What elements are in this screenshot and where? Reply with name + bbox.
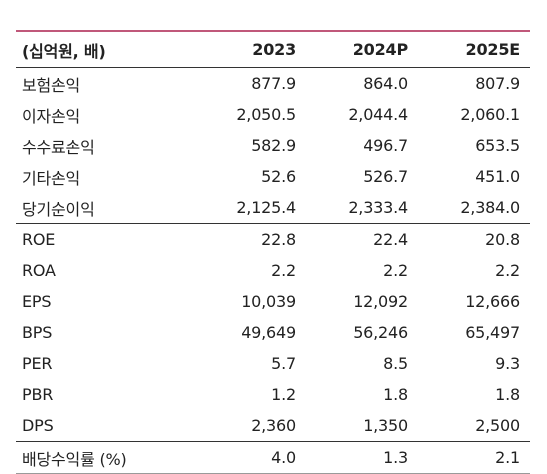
top-accent-rule (16, 30, 530, 32)
cell-value: 22.8 (194, 223, 306, 255)
row-label: 기타손익 (22, 168, 81, 188)
table-row: ROE 22.8 22.4 20.8 (16, 223, 530, 255)
cell-value: 2,500 (475, 416, 520, 435)
cell-value: 2,060.1 (460, 105, 520, 124)
cell-value: 1.3 (306, 441, 418, 473)
row-label: ROA (22, 261, 56, 280)
cell-value: 2.1 (418, 441, 530, 473)
row-label: 이자손익 (22, 106, 81, 126)
cell-value: 1,350 (363, 416, 408, 435)
header-unit-label: (십억원, 배) (16, 32, 194, 68)
cell-value: 20.8 (418, 223, 530, 255)
table-row: PER 5.7 8.5 9.3 (16, 348, 530, 379)
cell-value: 2.2 (383, 261, 408, 280)
table-row: ROA 2.2 2.2 2.2 (16, 255, 530, 286)
cell-value: 807.9 (475, 74, 520, 93)
cell-value: 2.2 (271, 261, 296, 280)
cell-value: 526.7 (363, 167, 408, 186)
row-label: EPS (22, 292, 52, 311)
cell-value: 877.9 (251, 74, 296, 93)
cell-value: 65,497 (465, 323, 520, 342)
header-year-2024p: 2024P (306, 32, 418, 68)
table-row: PBR 1.2 1.8 1.8 (16, 379, 530, 410)
cell-value: 582.9 (251, 136, 296, 155)
cell-value: 2,044.4 (348, 105, 408, 124)
cell-value: 52.6 (261, 167, 296, 186)
cell-value: 2,125.4 (236, 198, 296, 217)
cell-value: 4.0 (194, 441, 306, 473)
header-year-2023: 2023 (194, 32, 306, 68)
cell-value: 2,360 (251, 416, 296, 435)
cell-value: 1.8 (383, 385, 408, 404)
row-label: PBR (22, 385, 54, 404)
row-label: DPS (22, 416, 54, 435)
row-label: 배당수익률 (%) (16, 441, 194, 473)
table-row: DPS 2,360 1,350 2,500 (16, 410, 530, 442)
table-row: EPS 10,039 12,092 12,666 (16, 286, 530, 317)
cell-value: 12,092 (353, 292, 408, 311)
header-year-2025e: 2025E (418, 32, 530, 68)
header-row: (십억원, 배) 2023 2024P 2025E (16, 32, 530, 68)
cell-value: 12,666 (465, 292, 520, 311)
row-label: 보험손익 (22, 75, 81, 95)
table-row: BPS 49,649 56,246 65,497 (16, 317, 530, 348)
cell-value: 2,050.5 (236, 105, 296, 124)
row-label: 수수료손익 (22, 137, 95, 157)
cell-value: 8.5 (383, 354, 408, 373)
cell-value: 2.2 (495, 261, 520, 280)
cell-value: 1.8 (495, 385, 520, 404)
table-row: 기타손익 52.6 526.7 451.0 (16, 161, 530, 192)
cell-value: 2,384.0 (460, 198, 520, 217)
table-row: 배당수익률 (%) 4.0 1.3 2.1 (16, 441, 530, 473)
table-row: 당기순이익 2,125.4 2,333.4 2,384.0 (16, 192, 530, 224)
row-label: 당기순이익 (22, 199, 95, 219)
cell-value: 9.3 (495, 354, 520, 373)
row-label: BPS (22, 323, 53, 342)
table-row: 수수료손익 582.9 496.7 653.5 (16, 130, 530, 161)
cell-value: 496.7 (363, 136, 408, 155)
cell-value: 22.4 (306, 223, 418, 255)
financial-summary-table: (십억원, 배) 2023 2024P 2025E 보험손익 877.9 864… (16, 32, 530, 473)
table-row: 이자손익 2,050.5 2,044.4 2,060.1 (16, 99, 530, 130)
financial-summary-table-container: (십억원, 배) 2023 2024P 2025E 보험손익 877.9 864… (16, 30, 530, 474)
cell-value: 451.0 (475, 167, 520, 186)
cell-value: 56,246 (353, 323, 408, 342)
row-label: ROE (16, 223, 194, 255)
table-row: 보험손익 877.9 864.0 807.9 (16, 68, 530, 100)
cell-value: 49,649 (241, 323, 296, 342)
row-label: PER (22, 354, 53, 373)
cell-value: 5.7 (271, 354, 296, 373)
cell-value: 653.5 (475, 136, 520, 155)
cell-value: 1.2 (271, 385, 296, 404)
cell-value: 864.0 (363, 74, 408, 93)
cell-value: 10,039 (241, 292, 296, 311)
cell-value: 2,333.4 (348, 198, 408, 217)
